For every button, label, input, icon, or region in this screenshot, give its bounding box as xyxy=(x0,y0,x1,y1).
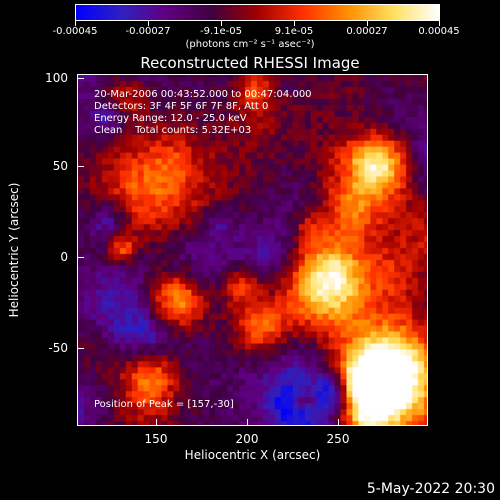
x-tick xyxy=(156,419,157,426)
colorbar-tick xyxy=(148,21,149,26)
annotation-detectors: Detectors: 3F 4F 5F 6F 7F 8F, Att 0 xyxy=(94,101,269,112)
y-tick-label: -50 xyxy=(48,341,68,355)
colorbar-label: -0.00027 xyxy=(125,26,171,37)
y-tick-label: 100 xyxy=(45,71,68,85)
colorbar-label: 0.00045 xyxy=(418,26,460,37)
colorbar-label: -0.00045 xyxy=(52,26,98,37)
colorbar-tick xyxy=(439,21,440,26)
colorbar-label: -9.1e-05 xyxy=(200,26,242,37)
y-tick xyxy=(77,348,84,349)
y-tick-label: 0 xyxy=(60,250,68,264)
heatmap-image xyxy=(78,75,427,425)
x-tick-label: 150 xyxy=(144,432,168,446)
x-tick-label: 200 xyxy=(235,432,259,446)
colorbar-label: 0.00027 xyxy=(346,26,388,37)
colorbar-tick xyxy=(367,21,368,26)
colorbar xyxy=(75,4,440,21)
annotation-energy: Energy Range: 12.0 - 25.0 keV xyxy=(94,113,247,124)
colorbar-tick xyxy=(75,21,76,26)
plot-title: Reconstructed RHESSI Image xyxy=(140,54,360,72)
colorbar-units: (photons cm⁻² s⁻¹ asec⁻²) xyxy=(185,39,315,50)
y-axis-label: Heliocentric Y (arcsec) xyxy=(7,182,21,318)
x-tick-label: 250 xyxy=(326,432,350,446)
colorbar-tick xyxy=(294,21,295,26)
x-tick xyxy=(338,419,339,426)
annotation-peak: Position of Peak = [157,-30] xyxy=(94,399,234,410)
y-tick-label: 50 xyxy=(52,159,68,173)
date-stamp: 5-May-2022 20:30 xyxy=(366,481,495,497)
y-tick xyxy=(77,166,84,167)
annotation-counts: Clean Total counts: 5.32E+03 xyxy=(94,125,252,136)
x-tick xyxy=(247,419,248,426)
annotation-time: 20-Mar-2006 00:43:52.000 to 00:47:04.000 xyxy=(94,89,312,100)
y-tick xyxy=(77,257,84,258)
colorbar-label: 9.1e-05 xyxy=(274,26,314,37)
y-tick xyxy=(77,78,84,79)
colorbar-tick xyxy=(221,21,222,26)
image-plot: 20-Mar-2006 00:43:52.000 to 00:47:04.000… xyxy=(77,74,428,426)
x-axis-label: Heliocentric X (arcsec) xyxy=(184,448,321,462)
